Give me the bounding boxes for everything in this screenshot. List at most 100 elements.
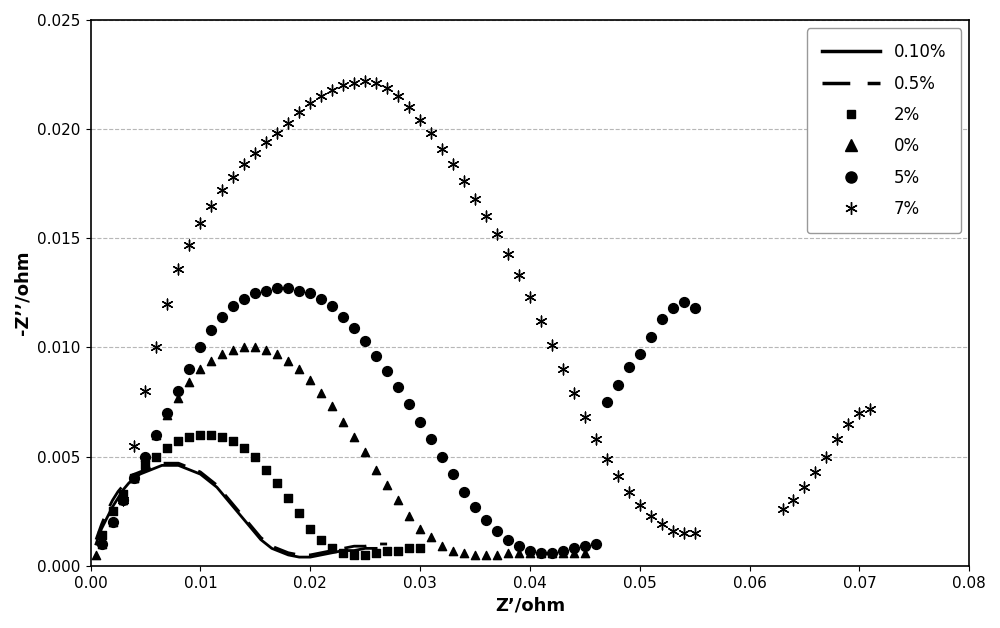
Point bbox=[785, 495, 801, 506]
Point bbox=[181, 432, 197, 442]
Point bbox=[478, 515, 494, 525]
Point bbox=[577, 413, 593, 423]
Point bbox=[324, 85, 340, 95]
Point bbox=[247, 288, 263, 298]
Point bbox=[687, 528, 703, 538]
Point bbox=[533, 548, 549, 558]
Point bbox=[368, 78, 384, 89]
Point bbox=[511, 271, 527, 281]
Point bbox=[522, 546, 538, 556]
Point bbox=[247, 342, 263, 352]
Point bbox=[807, 467, 823, 477]
Point bbox=[489, 526, 505, 536]
Point bbox=[434, 452, 450, 462]
Point bbox=[390, 546, 406, 556]
Point bbox=[159, 408, 175, 418]
Point bbox=[412, 524, 428, 534]
Point bbox=[599, 397, 615, 407]
Point bbox=[258, 137, 274, 147]
Point bbox=[214, 349, 230, 359]
Point bbox=[566, 388, 582, 398]
Point bbox=[148, 430, 164, 440]
Point bbox=[412, 543, 428, 553]
Point bbox=[159, 410, 175, 420]
Point bbox=[533, 317, 549, 327]
Point bbox=[181, 377, 197, 387]
Point bbox=[676, 528, 692, 538]
Point bbox=[88, 550, 104, 560]
Point bbox=[500, 548, 516, 558]
Point bbox=[302, 375, 318, 385]
Point bbox=[236, 443, 252, 453]
Point bbox=[566, 543, 582, 553]
Point bbox=[258, 345, 274, 355]
Point bbox=[170, 392, 186, 403]
Point bbox=[126, 441, 142, 451]
Point bbox=[105, 506, 121, 516]
X-axis label: Z’/ohm: Z’/ohm bbox=[495, 596, 565, 614]
Point bbox=[621, 487, 637, 497]
Point bbox=[390, 382, 406, 392]
Point bbox=[159, 443, 175, 453]
Point bbox=[445, 159, 461, 169]
Point bbox=[379, 367, 395, 377]
Point bbox=[94, 530, 110, 540]
Point bbox=[269, 478, 285, 488]
Point bbox=[192, 430, 208, 440]
Point bbox=[94, 539, 110, 549]
Point bbox=[357, 336, 373, 346]
Point bbox=[291, 107, 307, 117]
Point bbox=[170, 436, 186, 447]
Point bbox=[280, 355, 296, 365]
Point bbox=[148, 342, 164, 352]
Point bbox=[676, 296, 692, 306]
Point bbox=[379, 82, 395, 92]
Point bbox=[192, 364, 208, 374]
Point bbox=[357, 76, 373, 86]
Point bbox=[192, 342, 208, 352]
Point bbox=[346, 432, 362, 442]
Point bbox=[379, 480, 395, 490]
Point bbox=[280, 493, 296, 503]
Point bbox=[357, 550, 373, 560]
Point bbox=[225, 301, 241, 311]
Point bbox=[599, 454, 615, 464]
Point bbox=[214, 185, 230, 195]
Point bbox=[467, 502, 483, 512]
Point bbox=[522, 548, 538, 558]
Point bbox=[137, 460, 153, 470]
Point bbox=[335, 80, 351, 90]
Point bbox=[105, 517, 121, 527]
Point bbox=[544, 548, 560, 558]
Point bbox=[401, 511, 417, 521]
Point bbox=[665, 303, 681, 313]
Point bbox=[654, 519, 670, 529]
Point bbox=[203, 325, 219, 335]
Point bbox=[258, 286, 274, 296]
Point bbox=[412, 116, 428, 126]
Point bbox=[280, 117, 296, 127]
Point bbox=[324, 401, 340, 411]
Point bbox=[654, 314, 670, 324]
Point bbox=[445, 546, 461, 556]
Point bbox=[126, 474, 142, 484]
Point bbox=[346, 323, 362, 333]
Point bbox=[105, 517, 121, 527]
Point bbox=[291, 286, 307, 296]
Point bbox=[203, 200, 219, 210]
Point bbox=[291, 364, 307, 374]
Point bbox=[412, 417, 428, 427]
Point bbox=[390, 91, 406, 101]
Point bbox=[632, 500, 648, 510]
Point bbox=[137, 386, 153, 396]
Y-axis label: -Z’’/ohm: -Z’’/ohm bbox=[14, 251, 32, 335]
Point bbox=[302, 524, 318, 534]
Point bbox=[170, 386, 186, 396]
Point bbox=[643, 511, 659, 521]
Point bbox=[247, 452, 263, 462]
Point bbox=[236, 342, 252, 352]
Point bbox=[181, 240, 197, 250]
Point bbox=[401, 543, 417, 553]
Point bbox=[840, 419, 856, 429]
Point bbox=[115, 495, 131, 506]
